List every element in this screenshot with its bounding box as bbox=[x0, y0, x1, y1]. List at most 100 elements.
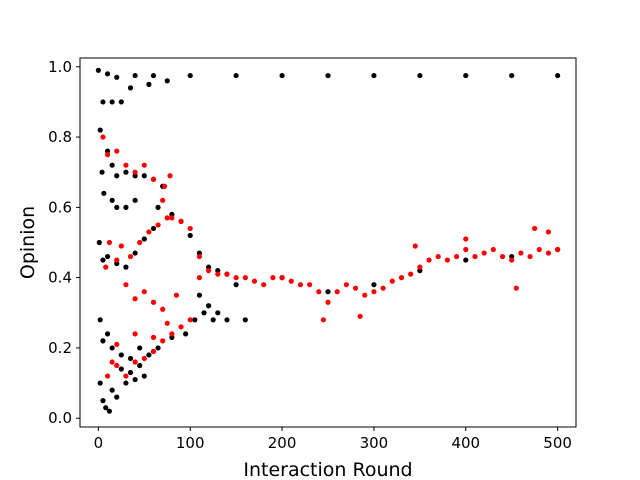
data-point-series-0-61 bbox=[183, 331, 189, 337]
y-tick-label: 0.4 bbox=[48, 269, 72, 287]
data-point-series-1-74 bbox=[132, 359, 138, 365]
data-point-series-1-6 bbox=[150, 176, 157, 182]
data-point-series-0-76 bbox=[123, 380, 129, 386]
data-point-series-1-15 bbox=[233, 275, 239, 281]
data-point-series-1-60 bbox=[114, 257, 120, 263]
data-point-series-1-10 bbox=[187, 225, 193, 232]
data-point-series-0-14 bbox=[100, 99, 106, 105]
data-point-series-0-8 bbox=[325, 72, 331, 79]
data-point-series-1-1 bbox=[104, 152, 111, 158]
data-point-series-1-87 bbox=[150, 334, 157, 340]
data-point-series-1-37 bbox=[435, 253, 441, 260]
data-point-series-1-70 bbox=[104, 373, 111, 379]
data-point-series-1-11 bbox=[196, 253, 203, 260]
x-tick-label: 0 bbox=[94, 434, 104, 452]
data-point-series-0-88 bbox=[463, 257, 469, 263]
data-point-series-0-71 bbox=[100, 398, 106, 404]
data-point-series-0-41 bbox=[104, 253, 111, 260]
data-point-series-1-76 bbox=[150, 348, 157, 355]
data-point-series-0-16 bbox=[118, 99, 124, 105]
data-point-series-0-73 bbox=[106, 408, 112, 414]
x-tick-label: 200 bbox=[268, 434, 297, 452]
data-point-series-1-22 bbox=[297, 282, 304, 288]
data-point-series-1-16 bbox=[242, 275, 248, 281]
data-point-series-0-18 bbox=[146, 81, 152, 87]
data-point-series-1-54 bbox=[463, 236, 469, 242]
data-point-series-0-52 bbox=[100, 338, 106, 344]
data-point-series-1-46 bbox=[518, 250, 524, 256]
data-point-series-1-78 bbox=[169, 331, 175, 337]
data-point-series-0-40 bbox=[100, 257, 106, 263]
data-point-series-1-17 bbox=[251, 278, 258, 284]
data-point-series-1-31 bbox=[380, 285, 386, 291]
data-point-series-0-77 bbox=[132, 376, 138, 383]
data-point-series-1-18 bbox=[261, 282, 267, 288]
data-point-series-1-84 bbox=[173, 292, 180, 298]
data-point-series-0-15 bbox=[109, 99, 115, 105]
data-point-series-1-82 bbox=[150, 299, 157, 305]
x-tick-label: 300 bbox=[360, 434, 389, 452]
data-point-series-1-26 bbox=[334, 289, 340, 295]
x-axis-label: Interaction Round bbox=[243, 459, 412, 480]
data-point-series-1-33 bbox=[398, 275, 405, 281]
x-tick-label: 500 bbox=[543, 434, 572, 452]
data-point-series-0-69 bbox=[215, 310, 221, 316]
data-point-series-1-12 bbox=[205, 268, 212, 274]
data-point-series-1-35 bbox=[417, 264, 423, 270]
data-point-series-0-79 bbox=[118, 366, 124, 372]
data-point-series-1-67 bbox=[146, 229, 152, 235]
data-point-series-1-59 bbox=[106, 239, 112, 246]
data-point-series-0-45 bbox=[141, 236, 147, 242]
y-tick-label: 0.6 bbox=[48, 198, 72, 216]
data-point-series-1-52 bbox=[357, 313, 363, 319]
data-point-series-0-28 bbox=[141, 173, 147, 179]
data-point-series-0-9 bbox=[371, 72, 377, 79]
data-point-series-1-27 bbox=[343, 282, 349, 288]
data-point-series-0-85 bbox=[325, 289, 331, 295]
data-point-series-1-3 bbox=[123, 162, 129, 168]
data-point-series-1-90 bbox=[161, 183, 168, 189]
data-point-series-1-47 bbox=[527, 253, 533, 260]
data-point-series-0-44 bbox=[132, 250, 138, 256]
data-point-series-0-75 bbox=[114, 394, 120, 400]
data-point-series-1-71 bbox=[109, 359, 115, 365]
data-point-series-0-55 bbox=[118, 352, 124, 358]
data-point-series-0-53 bbox=[104, 331, 111, 337]
data-point-series-0-78 bbox=[141, 373, 147, 379]
data-point-series-1-7 bbox=[160, 197, 166, 203]
data-point-series-1-81 bbox=[196, 275, 203, 281]
data-point-series-1-20 bbox=[279, 275, 285, 281]
data-point-series-0-64 bbox=[201, 310, 207, 316]
data-point-series-1-48 bbox=[536, 246, 542, 253]
plot-frame bbox=[79, 57, 577, 428]
data-point-series-0-48 bbox=[114, 204, 120, 210]
y-tick-label: 0.2 bbox=[48, 339, 72, 357]
data-point-series-1-0 bbox=[100, 134, 106, 140]
data-point-series-0-56 bbox=[127, 355, 134, 362]
data-point-series-1-2 bbox=[114, 148, 120, 154]
points-layer bbox=[95, 67, 561, 414]
data-point-series-0-49 bbox=[123, 204, 129, 210]
data-point-series-1-23 bbox=[307, 282, 313, 288]
data-point-series-0-6 bbox=[233, 72, 239, 79]
data-point-series-0-1 bbox=[104, 71, 111, 77]
data-point-series-0-62 bbox=[192, 317, 198, 323]
data-point-series-1-83 bbox=[160, 306, 166, 312]
data-point-series-0-2 bbox=[114, 74, 120, 80]
data-point-series-0-68 bbox=[205, 303, 212, 309]
data-point-series-1-69 bbox=[164, 215, 170, 221]
y-tick-label: 1.0 bbox=[48, 58, 72, 76]
data-point-series-1-19 bbox=[270, 275, 276, 281]
data-point-series-1-51 bbox=[320, 317, 327, 323]
data-point-series-1-9 bbox=[178, 218, 184, 225]
data-point-series-1-44 bbox=[499, 253, 506, 260]
data-point-series-0-80 bbox=[127, 369, 134, 376]
data-point-series-1-57 bbox=[532, 225, 538, 232]
data-point-series-0-25 bbox=[114, 173, 120, 179]
data-point-series-0-30 bbox=[155, 204, 161, 210]
data-point-series-1-8 bbox=[169, 215, 175, 221]
data-point-series-1-89 bbox=[167, 173, 173, 179]
data-point-series-0-10 bbox=[417, 72, 423, 79]
data-point-series-0-86 bbox=[371, 282, 377, 288]
data-point-series-1-80 bbox=[187, 317, 193, 323]
